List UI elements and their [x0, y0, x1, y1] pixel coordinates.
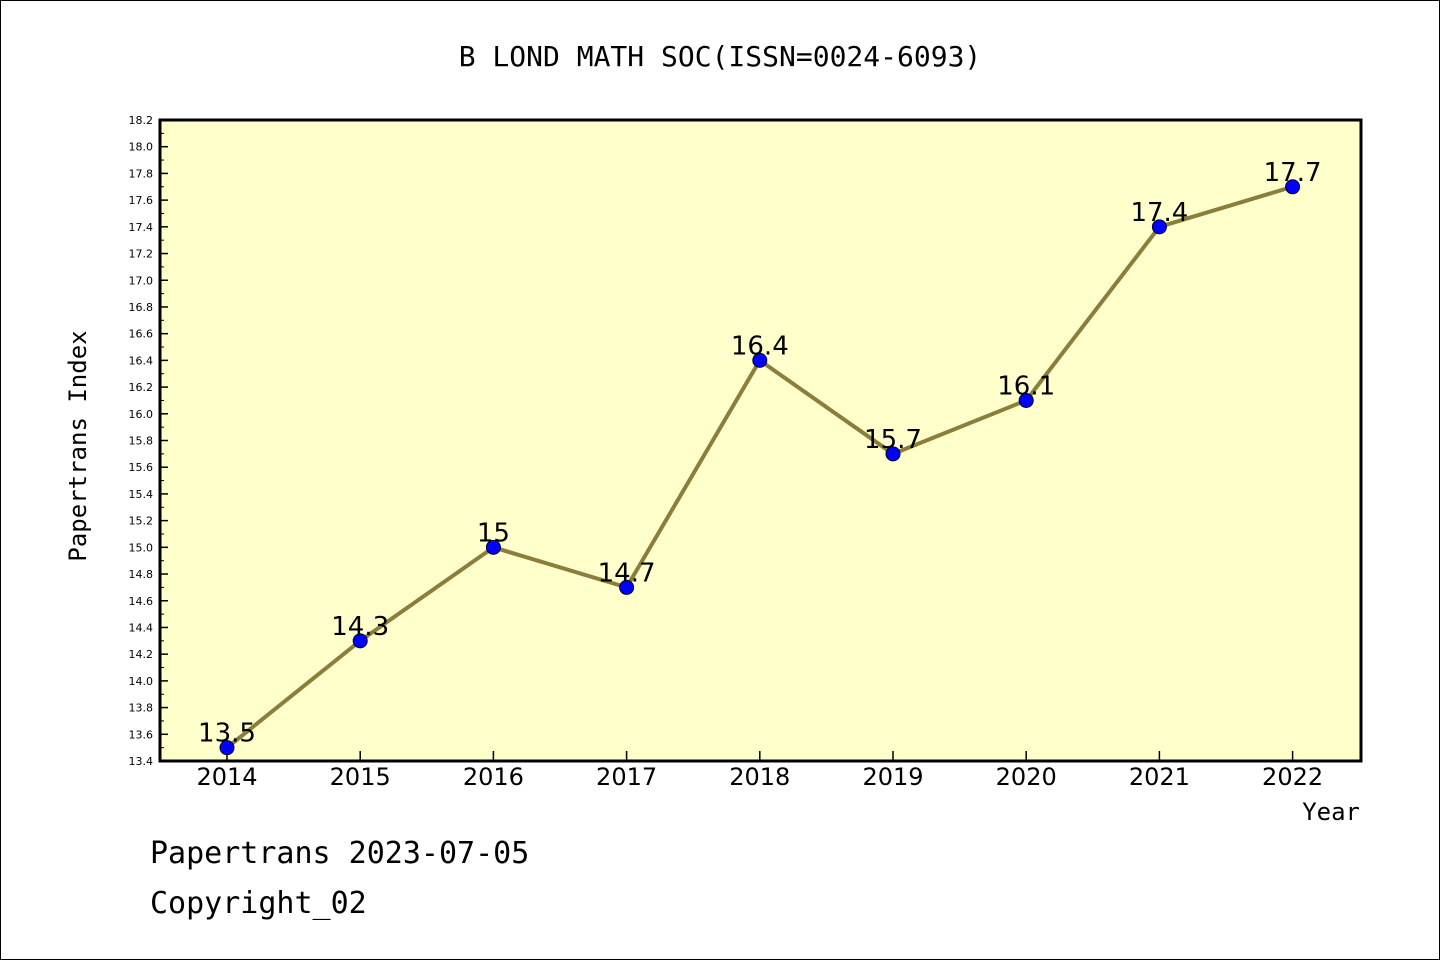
y-tick-label: 13.6 — [129, 728, 154, 741]
y-tick-label: 14.8 — [129, 568, 154, 581]
data-point-label: 13.5 — [198, 719, 256, 749]
y-tick-label: 14.2 — [129, 648, 154, 661]
y-tick-label: 17.6 — [129, 194, 154, 207]
data-point-label: 14.3 — [331, 612, 389, 642]
y-axis-label: Papertrans Index — [64, 330, 92, 561]
data-point-label: 14.7 — [598, 558, 656, 588]
data-point-label: 16.4 — [731, 331, 789, 361]
y-tick-label: 16.0 — [129, 408, 154, 421]
data-point-marker — [1151, 219, 1167, 235]
data-point-label: 17.7 — [1264, 158, 1322, 188]
footer-copyright-text: Copyright_02 — [150, 886, 367, 921]
y-tick-label: 17.8 — [129, 167, 154, 180]
y-tick-label: 15.2 — [129, 515, 154, 528]
y-tick-label: 16.4 — [129, 354, 154, 367]
x-tick-label: 2017 — [596, 763, 657, 791]
x-tick-label: 2020 — [996, 763, 1057, 791]
y-tick-label: 15.6 — [129, 461, 154, 474]
data-point-marker — [219, 740, 235, 756]
y-tick-label: 17.4 — [129, 221, 154, 234]
data-point-marker — [1285, 179, 1301, 195]
y-tick-label: 18.2 — [129, 114, 154, 127]
x-tick-label: 2016 — [463, 763, 524, 791]
footer-date-text: Papertrans 2023-07-05 — [150, 836, 529, 871]
x-tick-label: 2019 — [862, 763, 923, 791]
y-tick-label: 17.2 — [129, 248, 154, 261]
y-axis-ticks: 13.4 13.6 13.8 14.0 14.2 14.4 14.6 14.8 15.0 15.2… — [129, 114, 168, 768]
y-tick-label: 16.2 — [129, 381, 154, 394]
x-tick-label: 2014 — [196, 763, 257, 791]
x-axis-ticks: 2014 2015 2016 2017 2018 2019 2020 2021 2022 — [196, 751, 1323, 791]
y-tick-label: 14.0 — [129, 675, 154, 688]
x-tick-label: 2018 — [729, 763, 790, 791]
x-tick-label: 2022 — [1262, 763, 1323, 791]
y-tick-label: 15.0 — [129, 541, 154, 554]
data-point-marker — [885, 446, 901, 462]
chart-title: B LOND MATH SOC(ISSN=0024-6093) — [459, 40, 982, 73]
y-tick-label: 16.8 — [129, 301, 154, 314]
y-tick-label: 16.6 — [129, 328, 154, 341]
x-tick-label: 2015 — [330, 763, 391, 791]
y-tick-label: 14.6 — [129, 595, 154, 608]
data-point-marker — [352, 633, 368, 649]
data-point-marker — [619, 579, 635, 595]
y-tick-label: 13.8 — [129, 702, 154, 715]
y-tick-label: 15.8 — [129, 435, 154, 448]
data-point-label: 16.1 — [997, 371, 1055, 401]
data-point-label: 15 — [477, 518, 510, 548]
series-markers — [219, 179, 1301, 756]
data-point-label: 17.4 — [1130, 198, 1188, 228]
y-tick-label: 14.4 — [129, 621, 154, 634]
data-labels: 13.5 14.3 15 14.7 16.4 15.7 16.1 17.4 17.7 — [198, 158, 1321, 749]
data-point-marker — [752, 352, 768, 368]
data-point-label: 15.7 — [864, 425, 922, 455]
data-point-marker — [485, 539, 501, 555]
data-point-marker — [1018, 392, 1034, 408]
y-tick-label: 15.4 — [129, 488, 154, 501]
y-tick-label: 18.0 — [129, 141, 154, 154]
y-tick-label: 17.0 — [129, 274, 154, 287]
y-tick-label: 13.4 — [129, 755, 154, 768]
x-tick-label: 2021 — [1129, 763, 1190, 791]
x-axis-label: Year — [1302, 798, 1360, 826]
